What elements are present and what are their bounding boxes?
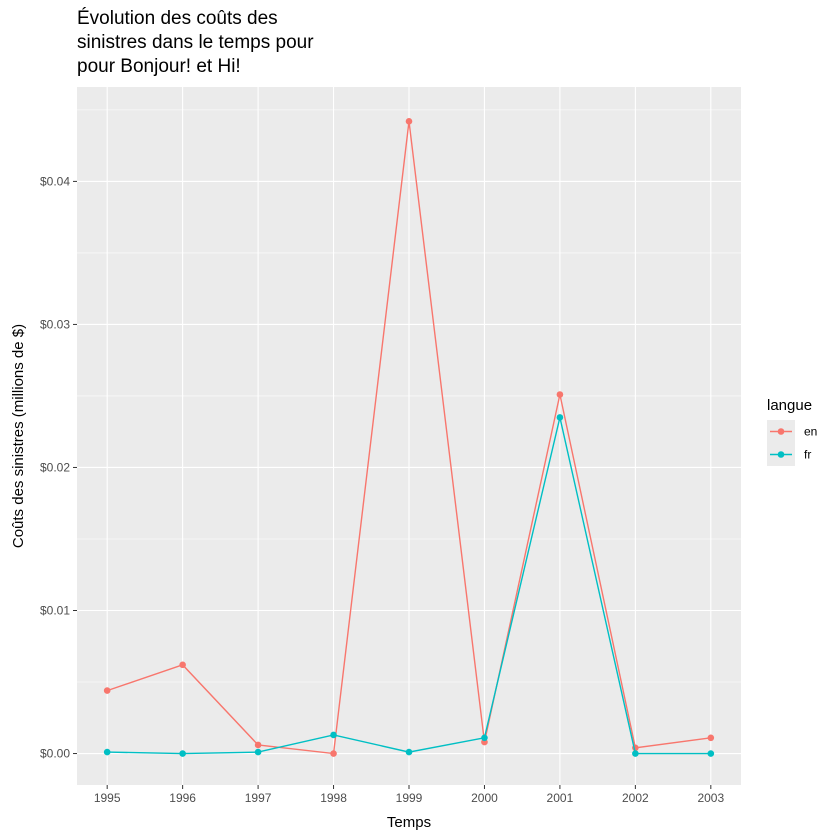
data-point-en (405, 118, 413, 125)
data-point-fr (330, 731, 337, 739)
legend-key-point-en (777, 428, 785, 435)
x-tick-label: 2002 (622, 791, 649, 805)
y-tick-label: $0.04 (40, 174, 70, 188)
x-tick-label: 2003 (697, 791, 724, 805)
x-tick-label: 1995 (94, 791, 121, 805)
data-point-fr (103, 748, 111, 756)
x-tick-label: 1997 (245, 791, 272, 805)
legend-label-fr: fr (804, 448, 811, 462)
data-point-fr (481, 734, 488, 742)
x-tick-label: 1996 (169, 791, 196, 805)
y-axis: $0.00 $0.01 $0.02 $0.03 $0.04 (40, 174, 77, 761)
chart-title-line-1: Évolution des coûts des (77, 8, 278, 29)
data-point-fr (179, 750, 186, 757)
x-tick-label: 1998 (320, 791, 347, 805)
data-point-en (707, 734, 715, 742)
chart-title-line-2: sinistres dans le temps pour (77, 32, 314, 53)
data-point-fr (632, 750, 639, 757)
x-tick-label: 2001 (547, 791, 574, 805)
data-point-en (556, 391, 564, 398)
y-tick-label: $0.01 (40, 604, 70, 618)
legend-label-en: en (804, 425, 817, 439)
series-layer (103, 118, 715, 757)
x-axis-title: Temps (387, 814, 431, 831)
x-tick-label: 1999 (396, 791, 423, 805)
x-tick-label: 2000 (471, 791, 498, 805)
y-tick-label: $0.02 (40, 460, 70, 474)
legend-title: langue (767, 397, 812, 414)
legend-key-point-fr (777, 451, 785, 458)
chart-title-line-3: pour Bonjour! et Hi! (77, 56, 241, 77)
data-point-fr (254, 748, 262, 756)
y-tick-label: $0.03 (40, 317, 70, 331)
y-axis-title: Coûts des sinistres (millions de $) (10, 324, 27, 548)
y-tick-label: $0.00 (40, 747, 70, 761)
data-point-en (254, 741, 262, 749)
data-point-fr (556, 414, 564, 421)
data-point-en (103, 687, 111, 694)
chart-title: Évolution des coûts des sinistres dans l… (77, 8, 314, 77)
data-point-fr (707, 750, 715, 757)
data-point-fr (405, 748, 413, 756)
major-gridlines (77, 87, 741, 785)
legend: langue en fr (767, 397, 817, 466)
x-axis: 1995 1996 1997 1998 1999 2000 2001 2002 2003 (94, 785, 724, 805)
data-point-en (330, 750, 337, 757)
data-point-en (179, 661, 186, 669)
